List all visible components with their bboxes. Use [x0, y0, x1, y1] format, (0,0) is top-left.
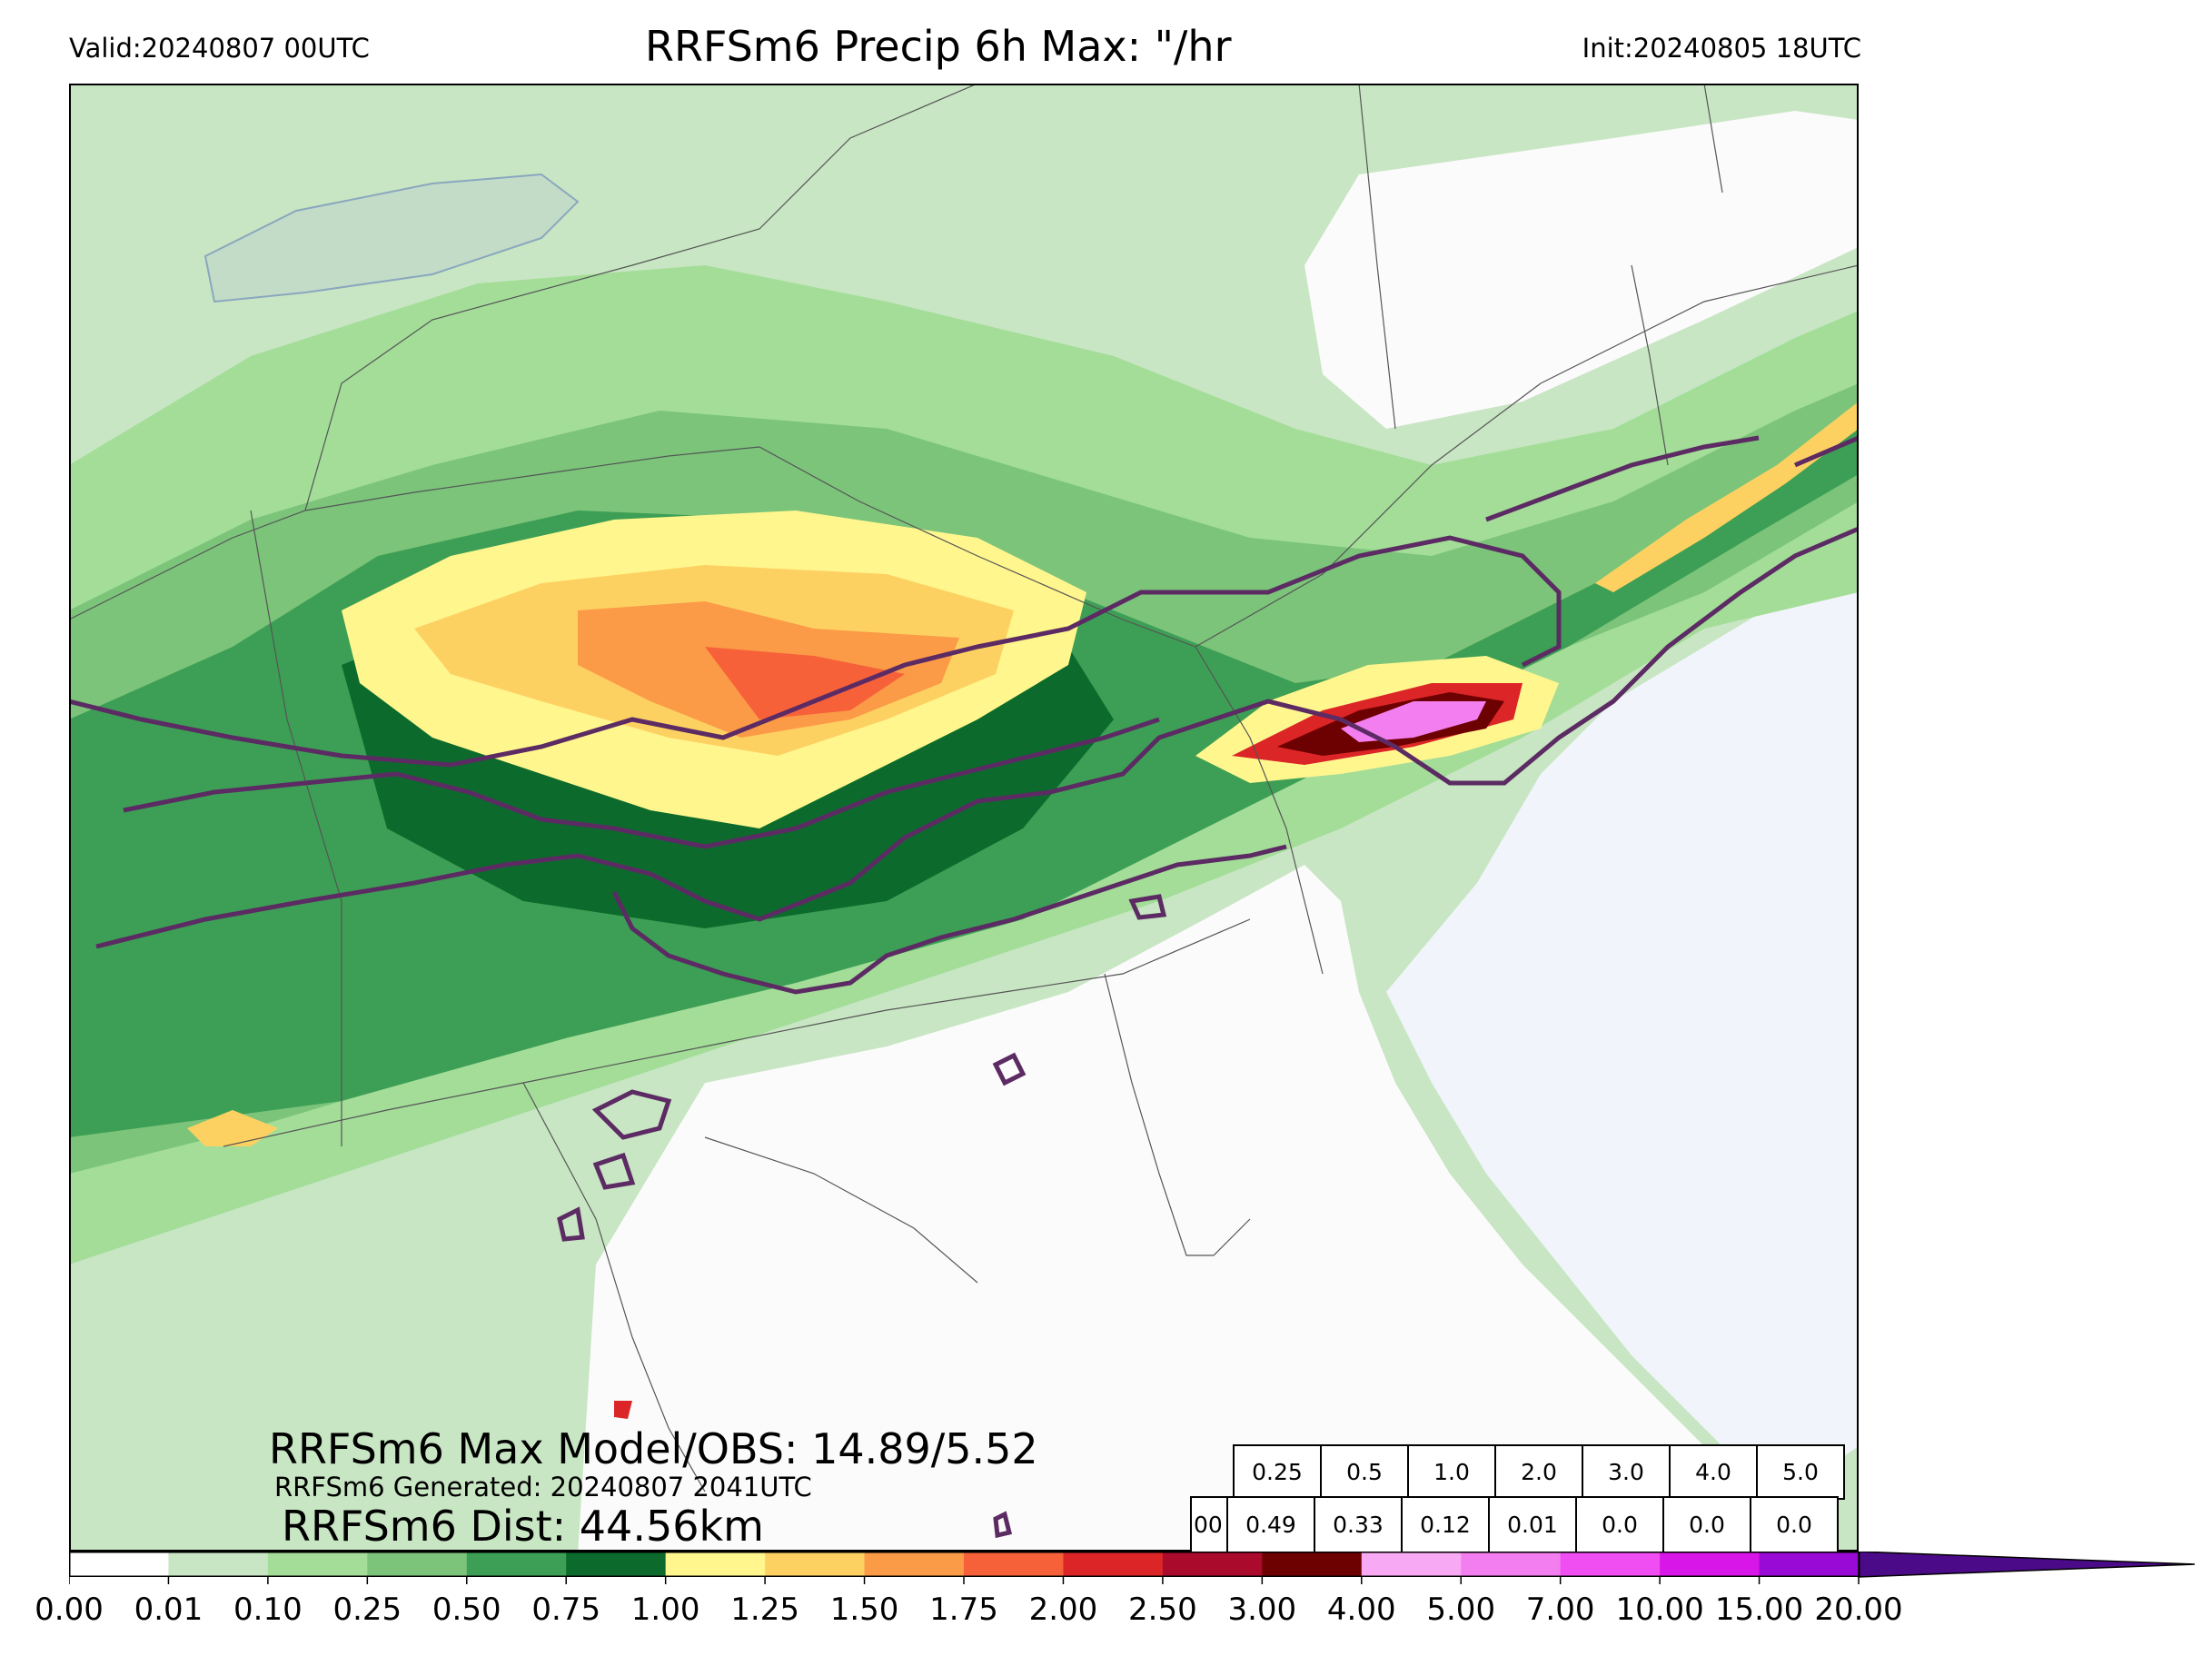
valid-time-label: Valid:20240807 00UTC [69, 33, 370, 64]
colorbar-frame [69, 1552, 1860, 1577]
colorbar-tick-label: 1.00 [630, 1592, 700, 1628]
colorbar-segment [1461, 1552, 1562, 1577]
threshold-table: 0.25 0.5 1.0 2.0 3.0 4.0 5.0 [1233, 1444, 1845, 1500]
colorbar-segment [665, 1552, 766, 1577]
colorbar-segment [1361, 1552, 1462, 1577]
score-table: 00 0.49 0.33 0.12 0.01 0.0 0.0 0.0 [1190, 1496, 1839, 1553]
colorbar-segment [566, 1552, 667, 1577]
threshold-cell: 2.0 [1494, 1444, 1583, 1500]
colorbar-segment [964, 1552, 1064, 1577]
colorbar-tick-label: 0.50 [431, 1592, 501, 1628]
threshold-cell: 1.0 [1407, 1444, 1496, 1500]
colorbar-segment [1262, 1552, 1363, 1577]
precip-core-ne-band [1595, 402, 1859, 592]
colorbar-segment [864, 1552, 965, 1577]
score-cell: 0.33 [1314, 1496, 1403, 1553]
colorbar-tick-label: 0.25 [332, 1592, 402, 1628]
colorbar-tick-label: 4.00 [1326, 1592, 1396, 1628]
colorbar-segment [1560, 1552, 1661, 1577]
political-borders [69, 84, 1859, 1492]
dry-land-north [1304, 111, 1859, 429]
colorbar-tick-label: 0.00 [35, 1592, 104, 1628]
lake-ontario [203, 173, 580, 303]
colorbar-tick-label: 0.01 [134, 1592, 203, 1628]
colorbar-segment [367, 1552, 468, 1577]
precip-core-sw [187, 1110, 278, 1146]
score-row: 00 0.49 0.33 0.12 0.01 0.0 0.0 0.0 [1190, 1496, 1839, 1553]
distance-label: RRFSm6 Dist: 44.56km [282, 1502, 764, 1551]
colorbar-tick-label: 2.50 [1128, 1592, 1197, 1628]
colorbar-tick-label: 2.00 [1028, 1592, 1098, 1628]
score-cell: 0.01 [1488, 1496, 1577, 1553]
colorbar-tick-label: 15.00 [1714, 1592, 1804, 1628]
generated-time-label: RRFSm6 Generated: 20240807 2041UTC [274, 1472, 812, 1502]
colorbar [69, 1552, 2195, 1584]
score-cell: 0.0 [1662, 1496, 1751, 1553]
score-cell: 0.12 [1401, 1496, 1490, 1553]
colorbar-segment [267, 1552, 368, 1577]
precip-map [69, 84, 1859, 1552]
max-model-obs-label: RRFSm6 Max Model/OBS: 14.89/5.52 [269, 1424, 1038, 1473]
colorbar-extend-arrow [1858, 1552, 2195, 1578]
precip-core-pink-east [1341, 701, 1486, 742]
colorbar-tick-label: 1.50 [829, 1592, 899, 1628]
dry-land-south [578, 865, 1792, 1552]
colorbar-segment [1759, 1552, 1860, 1577]
colorbar-segment [69, 1552, 169, 1577]
score-cell: 0.0 [1750, 1496, 1839, 1553]
lead-cell: 00 [1190, 1496, 1228, 1553]
colorbar-segment [765, 1552, 866, 1577]
colorbar-tick-label: 5.00 [1426, 1592, 1496, 1628]
init-time-label: Init:20240805 18UTC [1582, 33, 1861, 64]
threshold-cell: 5.0 [1756, 1444, 1845, 1500]
colorbar-tick-label: 7.00 [1525, 1592, 1595, 1628]
colorbar-segment [168, 1552, 269, 1577]
threshold-row: 0.25 0.5 1.0 2.0 3.0 4.0 5.0 [1233, 1444, 1845, 1500]
score-cell: 0.0 [1575, 1496, 1664, 1553]
atlantic-ocean [1386, 565, 1859, 1501]
colorbar-segment [466, 1552, 567, 1577]
threshold-cell: 0.25 [1233, 1444, 1322, 1500]
colorbar-segment [1063, 1552, 1164, 1577]
colorbar-tick-label: 0.75 [531, 1592, 601, 1628]
map-frame [69, 84, 1859, 1552]
threshold-cell: 4.0 [1669, 1444, 1758, 1500]
precip-core-south [614, 1401, 632, 1419]
threshold-cell: 3.0 [1582, 1444, 1671, 1500]
colorbar-tick-label: 3.00 [1227, 1592, 1297, 1628]
obs-contours [69, 435, 1859, 1539]
colorbar-tick-label: 1.75 [929, 1592, 998, 1628]
colorbar-tick-labels: 0.00 0.01 0.10 0.25 0.50 0.75 1.00 1.25 1.50 1.75… [0, 1592, 2212, 1637]
colorbar-tick-label: 20.00 [1814, 1592, 1903, 1628]
colorbar-segment [1660, 1552, 1761, 1577]
map-title: RRFSm6 Precip 6h Max: "/hr [645, 22, 1232, 71]
colorbar-segment [1162, 1552, 1263, 1577]
precip-core-deepred-west [705, 647, 905, 719]
colorbar-tick-label: 10.00 [1615, 1592, 1704, 1628]
score-cell: 0.49 [1226, 1496, 1315, 1553]
threshold-cell: 0.5 [1320, 1444, 1409, 1500]
colorbar-tick-label: 0.10 [233, 1592, 303, 1628]
colorbar-tick-label: 1.25 [730, 1592, 799, 1628]
